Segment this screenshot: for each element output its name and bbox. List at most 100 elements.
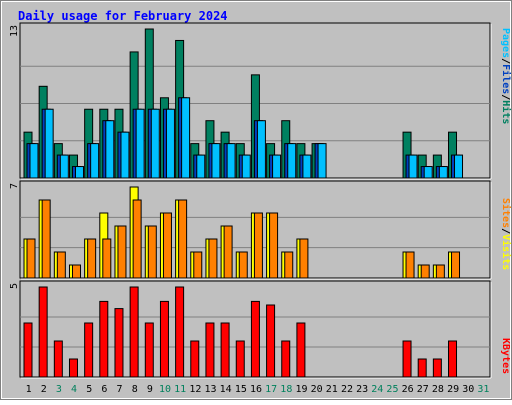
x-tick-label-19: 19 xyxy=(295,384,307,395)
bar-kbytes-day-3 xyxy=(53,340,63,378)
bar-sites-day-10 xyxy=(162,212,172,279)
bar-sites-day-8 xyxy=(132,199,142,279)
bar-pages-day-29 xyxy=(454,154,464,179)
bar-sites-day-16 xyxy=(253,212,263,279)
x-tick-label-4: 4 xyxy=(71,384,77,395)
panel-visits_sites: 7 Sites/Visits xyxy=(9,180,512,280)
bar-sites-day-14 xyxy=(223,225,233,279)
x-tick-label-9: 9 xyxy=(147,384,153,395)
bar-pages-day-13 xyxy=(211,143,221,179)
bar-sites-day-15 xyxy=(238,251,248,279)
bar-sites-day-27 xyxy=(420,264,430,279)
bar-pages-day-16 xyxy=(256,120,266,179)
bar-pages-day-6 xyxy=(105,120,115,179)
x-tick-label-8: 8 xyxy=(132,384,138,395)
outer-border-light xyxy=(1,1,511,399)
legend-part: / xyxy=(500,228,511,234)
bar-kbytes-day-8 xyxy=(129,286,139,378)
bar-kbytes-day-14 xyxy=(220,322,230,378)
bar-kbytes-day-16 xyxy=(250,300,260,378)
panel-hits_files_pages: 13 Pages/Files/Hits xyxy=(9,22,512,180)
bar-sites-day-17 xyxy=(269,212,279,279)
bar-pages-day-12 xyxy=(196,154,206,179)
x-tick-label-26: 26 xyxy=(402,384,414,395)
x-tick-label-1: 1 xyxy=(26,384,32,395)
bar-pages-day-27 xyxy=(423,166,433,179)
bar-sites-day-3 xyxy=(56,251,66,279)
bar-sites-day-13 xyxy=(208,238,218,279)
bar-pages-day-7 xyxy=(120,131,130,179)
series-sites xyxy=(26,199,461,279)
bar-sites-day-18 xyxy=(284,251,294,279)
x-tick-label-22: 22 xyxy=(341,384,353,395)
bar-kbytes-day-13 xyxy=(205,322,215,378)
bar-pages-day-17 xyxy=(272,154,282,179)
x-tick-label-10: 10 xyxy=(159,384,171,395)
bar-sites-day-28 xyxy=(435,264,445,279)
bar-pages-day-9 xyxy=(150,108,160,179)
x-tick-label-17: 17 xyxy=(265,384,277,395)
series-pages xyxy=(29,97,464,179)
x-tick-label-2: 2 xyxy=(41,384,47,395)
bar-kbytes-day-29 xyxy=(448,340,458,378)
bar-pages-day-19 xyxy=(302,154,312,179)
scale-label-hits_files_pages: 13 xyxy=(9,25,20,37)
scale-label-kbytes: 5 xyxy=(9,283,20,289)
x-axis: 1 2 3 4 5 6 7 8 9 10 11 12 13 14 15 16 17 18 19 20 21 22 23 24 2… xyxy=(26,384,490,395)
bar-pages-day-3 xyxy=(59,154,69,179)
x-tick-label-31: 31 xyxy=(477,384,489,395)
bar-sites-day-7 xyxy=(117,225,127,279)
bar-kbytes-day-9 xyxy=(144,322,154,378)
bar-kbytes-day-6 xyxy=(99,300,109,378)
bar-kbytes-day-11 xyxy=(175,286,185,378)
bar-sites-day-1 xyxy=(26,238,36,279)
bar-pages-day-28 xyxy=(438,166,448,179)
x-tick-label-15: 15 xyxy=(235,384,247,395)
bar-kbytes-day-15 xyxy=(235,340,245,378)
legend-part: Pages xyxy=(500,28,511,58)
bar-kbytes-day-2 xyxy=(38,286,48,378)
legend-label-visits_sites: Sites/Visits xyxy=(500,198,512,270)
x-tick-label-16: 16 xyxy=(250,384,262,395)
bar-sites-day-4 xyxy=(71,264,81,279)
bar-kbytes-day-27 xyxy=(417,358,427,378)
bar-sites-day-19 xyxy=(299,238,309,279)
x-tick-label-30: 30 xyxy=(462,384,474,395)
x-tick-label-28: 28 xyxy=(432,384,444,395)
x-tick-label-23: 23 xyxy=(356,384,368,395)
bar-sites-day-6 xyxy=(102,238,112,279)
x-tick-label-12: 12 xyxy=(189,384,201,395)
bar-pages-day-4 xyxy=(74,166,84,179)
x-tick-label-25: 25 xyxy=(386,384,398,395)
bar-kbytes-day-17 xyxy=(266,304,276,378)
x-tick-label-20: 20 xyxy=(311,384,323,395)
x-tick-label-7: 7 xyxy=(117,384,123,395)
legend-part: Hits xyxy=(500,100,512,124)
x-tick-label-3: 3 xyxy=(56,384,62,395)
bar-pages-day-14 xyxy=(226,143,236,179)
x-tick-label-18: 18 xyxy=(280,384,292,395)
bar-kbytes-day-5 xyxy=(84,322,94,378)
bar-kbytes-day-1 xyxy=(23,322,33,378)
x-tick-label-13: 13 xyxy=(204,384,216,395)
bar-kbytes-day-7 xyxy=(114,308,124,378)
legend-part: / xyxy=(500,58,511,64)
x-tick-label-6: 6 xyxy=(101,384,107,395)
legend-label-hits_files_pages: Pages/Files/Hits xyxy=(500,28,512,124)
bar-kbytes-day-12 xyxy=(190,340,200,378)
bar-pages-day-15 xyxy=(241,154,251,179)
legend-part: Files xyxy=(500,64,512,94)
bar-sites-day-5 xyxy=(87,238,97,279)
chart-title: Daily usage for February 2024 xyxy=(18,9,228,23)
legend-part: KBytes xyxy=(500,338,511,374)
bar-sites-day-2 xyxy=(41,199,51,279)
x-tick-label-29: 29 xyxy=(447,384,459,395)
bar-sites-day-12 xyxy=(193,251,203,279)
bar-sites-day-9 xyxy=(147,225,157,279)
x-tick-label-11: 11 xyxy=(174,384,186,395)
bar-pages-day-26 xyxy=(408,154,418,179)
x-tick-label-21: 21 xyxy=(326,384,338,395)
